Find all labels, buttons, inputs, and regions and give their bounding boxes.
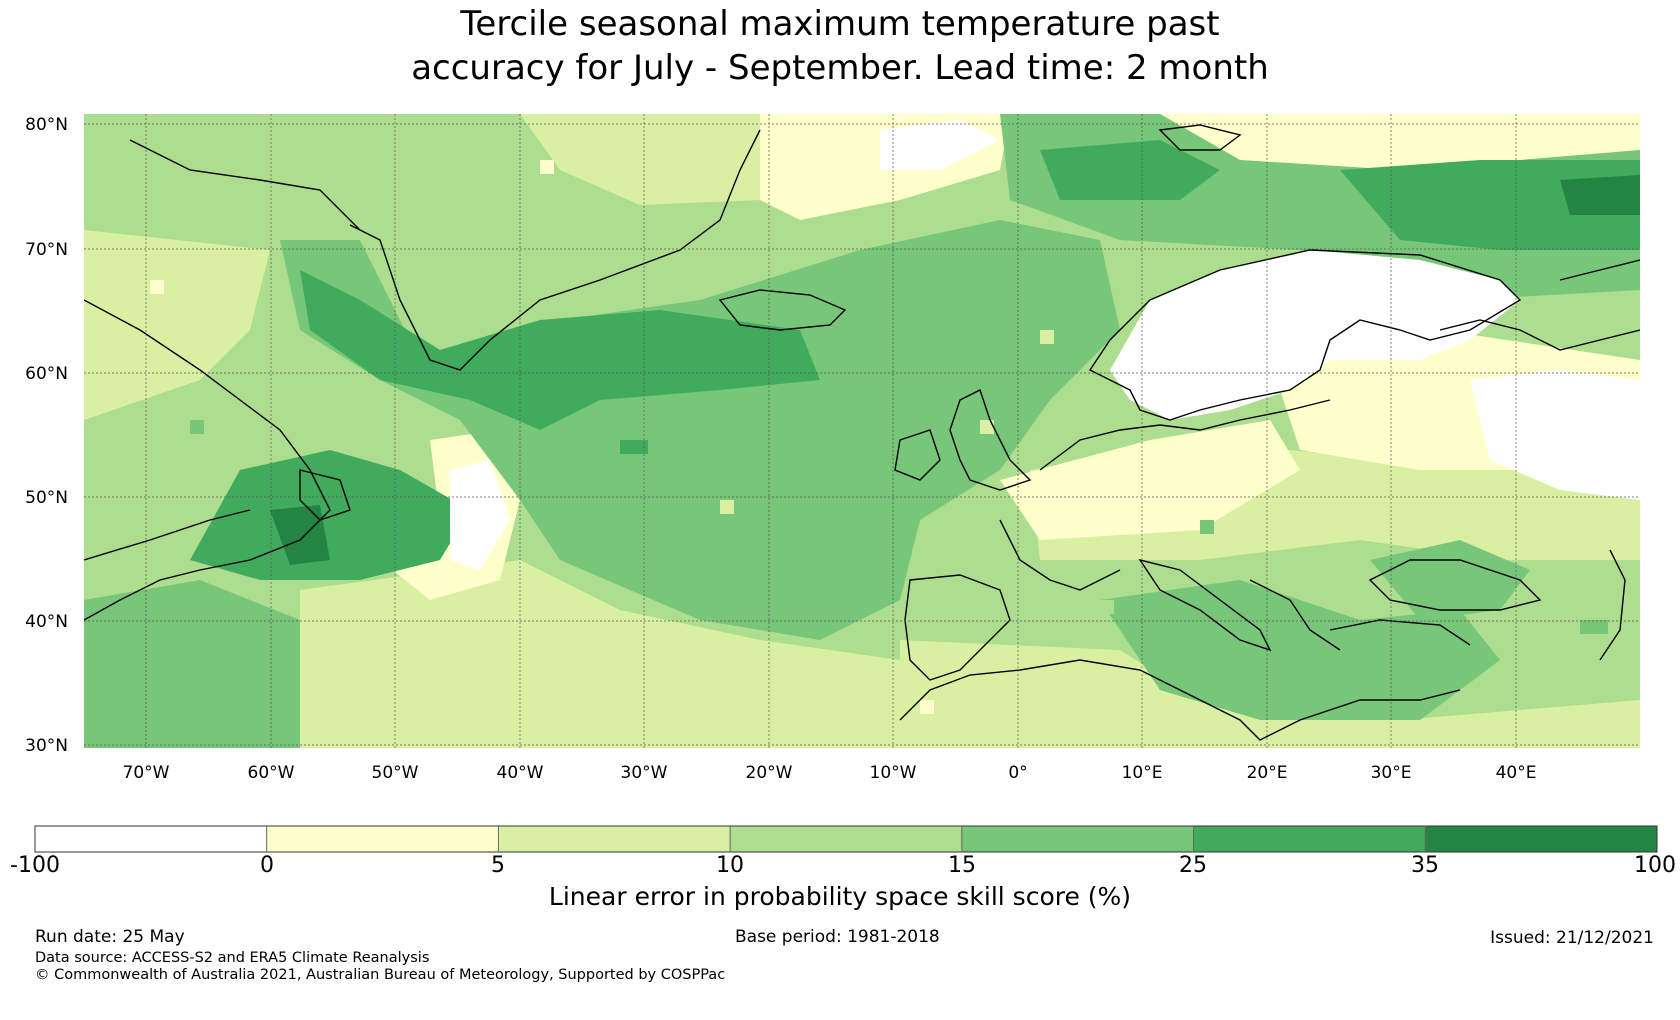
- coast-scandinavia: [1088, 249, 1522, 421]
- colorbar-label-25: 25: [1179, 853, 1207, 878]
- field-white-russia: [1470, 370, 1640, 500]
- coast-iberia: [904, 574, 1011, 681]
- field-dark-irminger: [300, 270, 820, 430]
- lon-label-60w: 60°W: [248, 763, 295, 783]
- colorbar-label-100: 100: [1634, 853, 1676, 878]
- field-mid-med: [1100, 580, 1500, 720]
- lon-label-20w: 20°W: [746, 763, 793, 783]
- coast-italy: [1138, 558, 1272, 652]
- coast-black-sea: [1368, 559, 1542, 611]
- colorbar-segment-6: [1425, 826, 1657, 852]
- field-dark-norwegian: [1040, 140, 1220, 200]
- coast-svalbard: [1158, 124, 1242, 151]
- colorbar-segment-0: [35, 826, 267, 852]
- lon-label-10e: 10°E: [1122, 763, 1163, 783]
- colorbar-segment-2: [498, 826, 731, 852]
- lon-label-30w: 30°W: [621, 763, 668, 783]
- colorbar-label-minus100: -100: [10, 853, 60, 878]
- lon-label-40w: 40°W: [497, 763, 544, 783]
- lat-label-40n: 40°N: [25, 612, 68, 632]
- coastlines: [84, 124, 1640, 741]
- coast-newfoundland: [299, 469, 351, 521]
- field-mid-atlantic: [280, 220, 1120, 640]
- field-darkest-kara: [1560, 175, 1640, 215]
- coast-russia-north: [1439, 319, 1640, 351]
- chart-title: Tercile seasonal maximum temperature pas…: [0, 2, 1680, 90]
- coast-greenland: [349, 129, 761, 371]
- coast-novaya: [1559, 259, 1640, 281]
- coast-france: [999, 519, 1121, 591]
- field-speckle: [150, 160, 1608, 714]
- colorbar-label-5: 5: [491, 853, 505, 878]
- data-source: Data source: ACCESS-S2 and ERA5 Climate …: [35, 950, 430, 966]
- lon-label-20e: 20°E: [1247, 763, 1288, 783]
- issued-date: Issued: 21/12/2021: [1490, 928, 1654, 948]
- colorbar-label-0: 0: [260, 853, 274, 878]
- coast-turkey: [1329, 619, 1471, 646]
- coast-labrador: [84, 299, 331, 621]
- coast-caspian: [1599, 549, 1626, 661]
- colorbar: [34, 825, 1658, 853]
- coast-ireland: [894, 429, 941, 481]
- lat-label-80n: 80°N: [25, 115, 68, 135]
- coast-britain: [949, 389, 1032, 491]
- coast-europe: [1039, 399, 1331, 471]
- field-white-arctic: [880, 120, 1000, 170]
- colorbar-label-10: 10: [716, 853, 744, 878]
- field-darkest-newfoundland: [270, 505, 330, 565]
- colorbar-segment-1: [266, 826, 499, 852]
- field-white-atlantic: [450, 460, 510, 570]
- lon-label-40e: 40°E: [1496, 763, 1537, 783]
- run-date: Run date: 25 May: [35, 927, 185, 947]
- colorbar-title: Linear error in probability space skill …: [548, 882, 1132, 911]
- field-white-scandinavia: [1110, 250, 1520, 420]
- map-field: [84, 114, 1640, 748]
- latitude-labels: 80°N 70°N 60°N 50°N 40°N 30°N: [25, 115, 68, 756]
- colorbar-segment-5: [1193, 826, 1426, 852]
- lon-label-10w: 10°W: [870, 763, 917, 783]
- lon-label-50w: 50°W: [372, 763, 419, 783]
- field-yellow-west-europe: [1000, 420, 1300, 540]
- lat-label-70n: 70°N: [25, 240, 68, 260]
- gridlines: [84, 114, 1640, 748]
- title-line-1: Tercile seasonal maximum temperature pas…: [460, 4, 1220, 44]
- field-light-atlantic-south: [300, 560, 900, 748]
- lon-label-70w: 70°W: [123, 763, 170, 783]
- colorbar-segment-4: [961, 826, 1194, 852]
- coast-africa: [899, 659, 1461, 741]
- coast-iceland: [718, 289, 847, 331]
- field-mid-west-atlantic: [84, 580, 300, 748]
- field-dark-newfoundland: [190, 450, 470, 580]
- field-light-africa: [900, 640, 1640, 748]
- field-light-labrador: [84, 230, 270, 420]
- copyright: © Commonwealth of Australia 2021, Austra…: [35, 967, 726, 983]
- coast-greenland-west: [129, 139, 361, 231]
- colorbar-label-15: 15: [948, 853, 976, 878]
- lat-label-60n: 60°N: [25, 364, 68, 384]
- title-line-2: accuracy for July - September. Lead time…: [411, 48, 1269, 88]
- lat-label-30n: 30°N: [25, 736, 68, 756]
- colorbar-label-35: 35: [1411, 853, 1439, 878]
- lon-label-0: 0°: [1008, 763, 1027, 783]
- longitude-labels: 70°W 60°W 50°W 40°W 30°W 20°W 10°W 0° 10…: [123, 763, 1537, 783]
- colorbar-outline: [34, 825, 1658, 853]
- lat-label-50n: 50°N: [25, 488, 68, 508]
- lon-label-30e: 30°E: [1371, 763, 1412, 783]
- coast-balkans: [1249, 579, 1341, 651]
- colorbar-segment-3: [730, 826, 962, 852]
- base-period: Base period: 1981-2018: [735, 927, 940, 947]
- field-yellow-barents: [1160, 114, 1640, 170]
- coast-hudson: [84, 509, 251, 561]
- field-light-nw: [84, 114, 760, 205]
